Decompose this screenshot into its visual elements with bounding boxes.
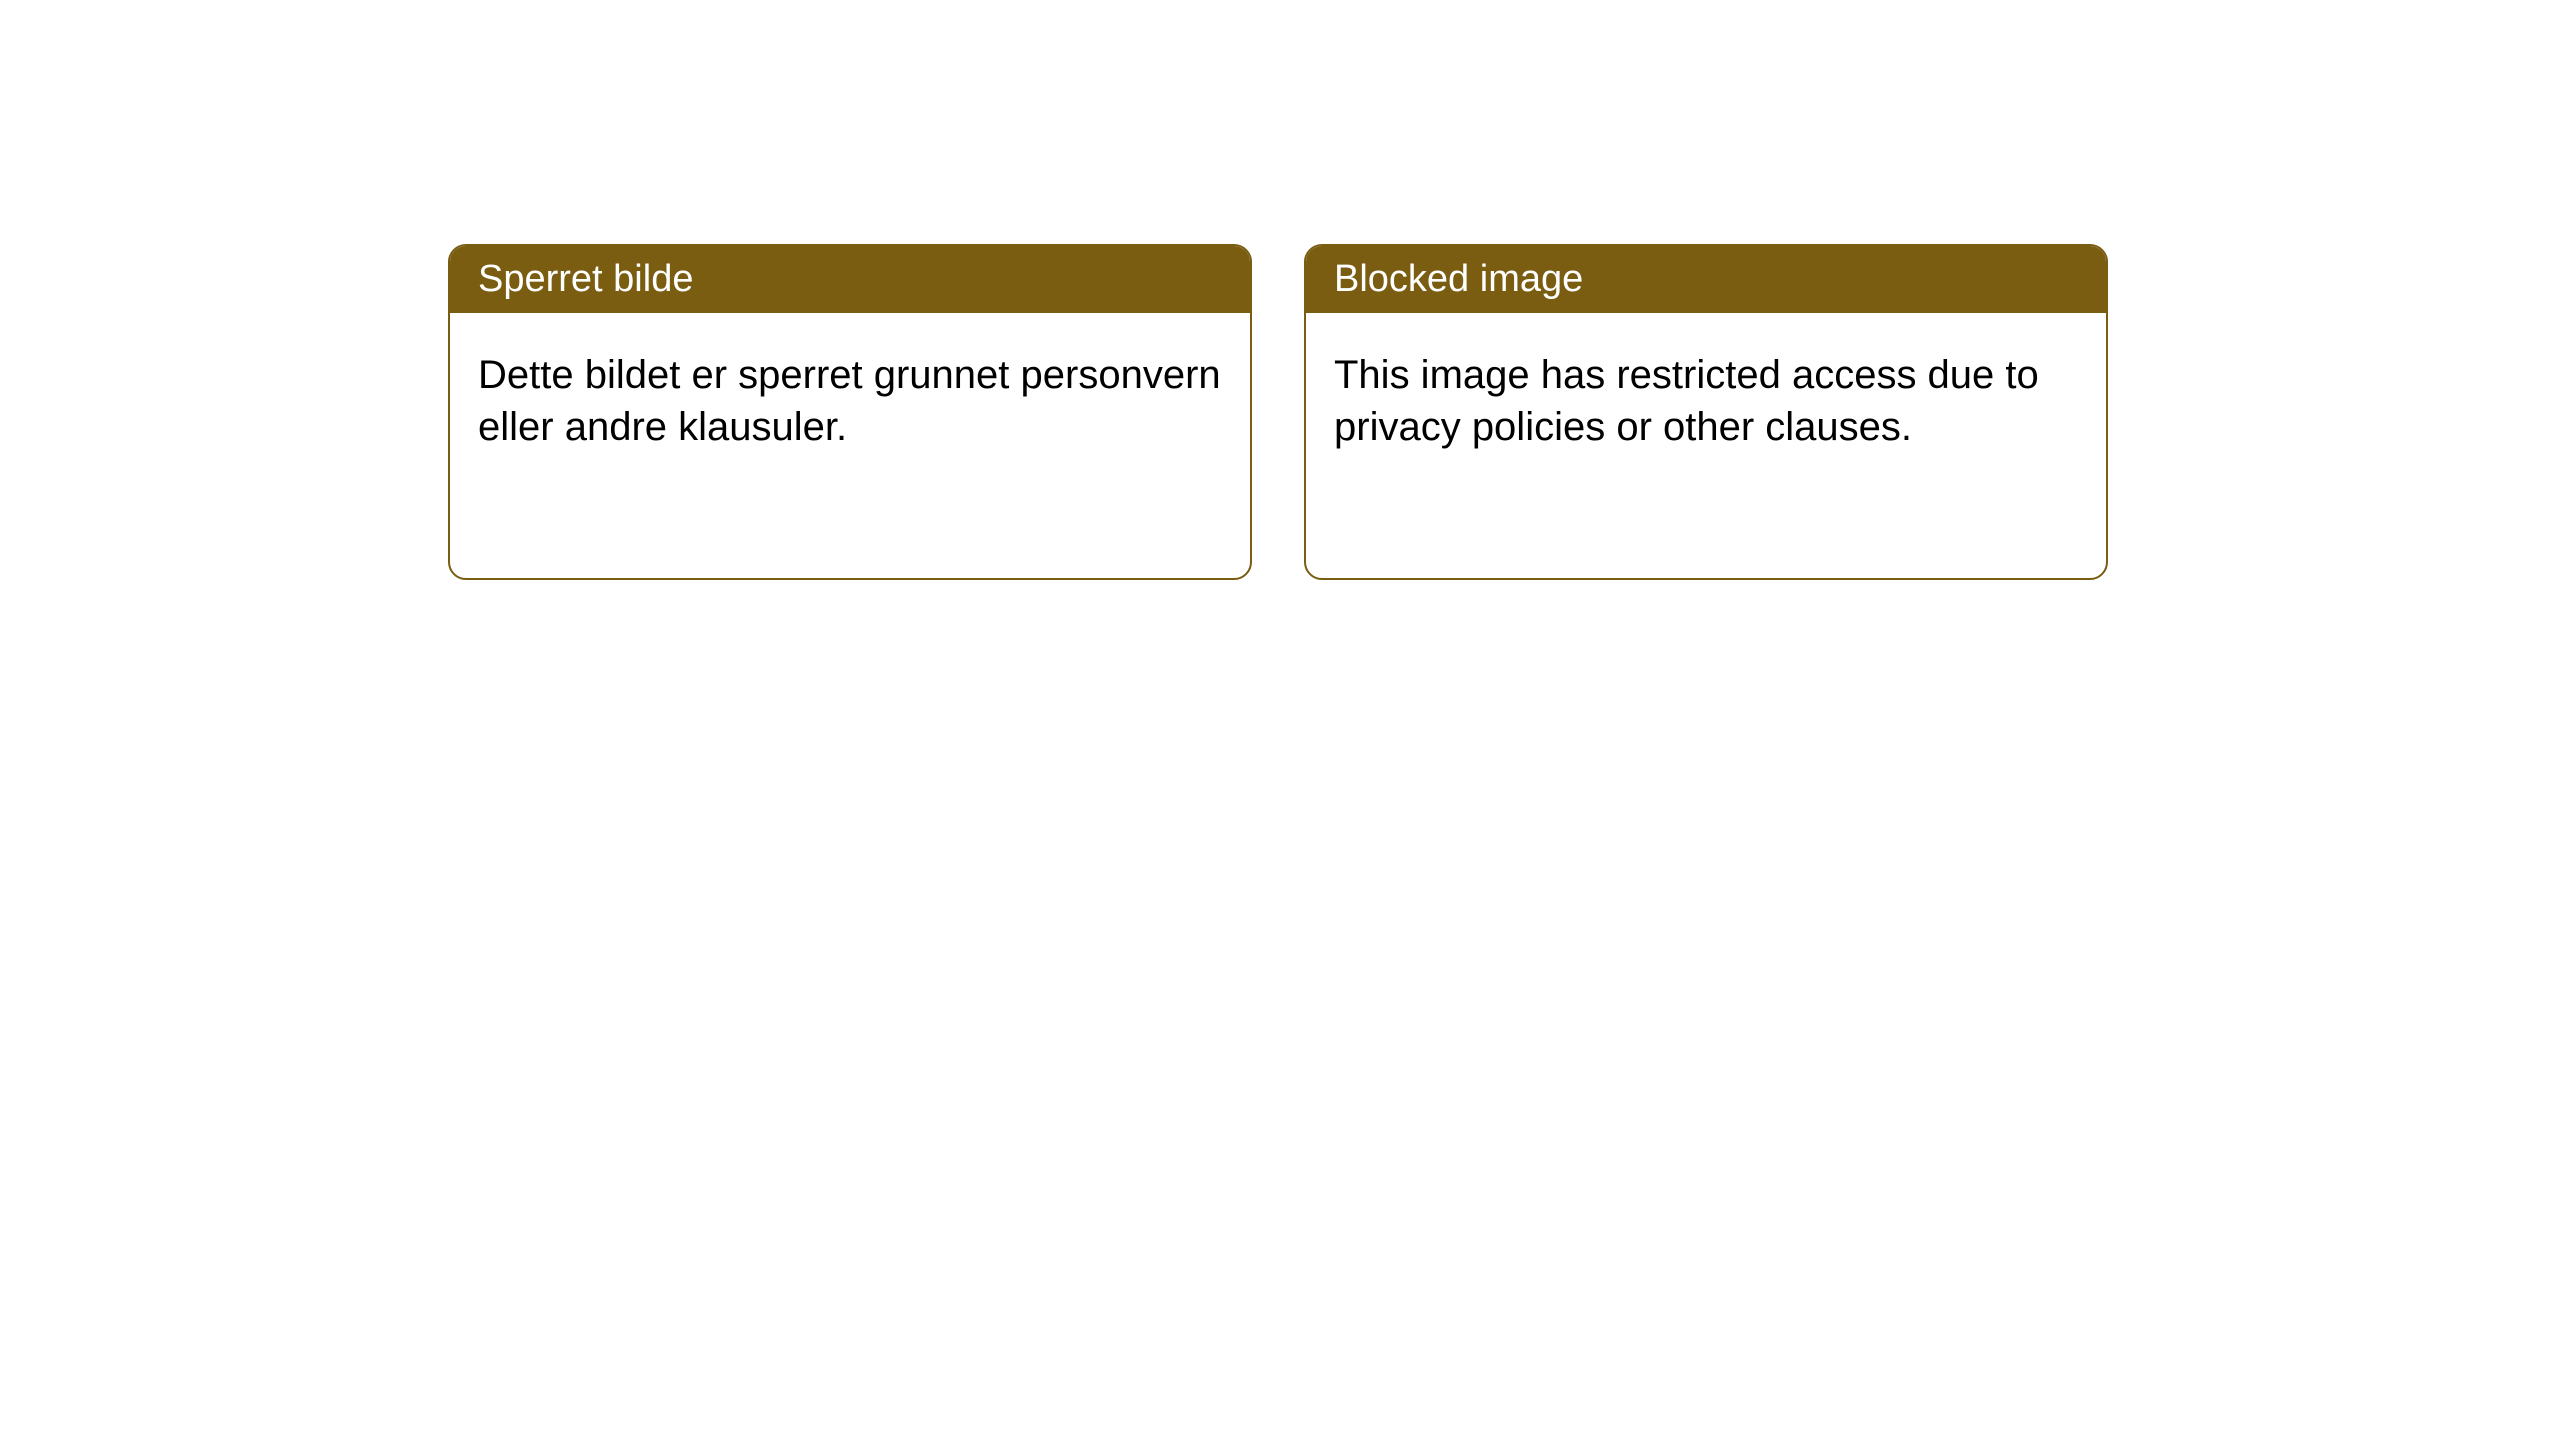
notice-body: Dette bildet er sperret grunnet personve… <box>450 313 1250 489</box>
notice-card-english: Blocked image This image has restricted … <box>1304 244 2108 580</box>
notice-header: Blocked image <box>1306 246 2106 313</box>
notice-title: Sperret bilde <box>478 258 693 300</box>
notice-body-text: Dette bildet er sperret grunnet personve… <box>478 353 1221 449</box>
notice-card-norwegian: Sperret bilde Dette bildet er sperret gr… <box>448 244 1252 580</box>
notice-header: Sperret bilde <box>450 246 1250 313</box>
notice-body: This image has restricted access due to … <box>1306 313 2106 489</box>
notice-body-text: This image has restricted access due to … <box>1334 353 2039 449</box>
notices-container: Sperret bilde Dette bildet er sperret gr… <box>0 0 2560 580</box>
notice-title: Blocked image <box>1334 258 1583 300</box>
